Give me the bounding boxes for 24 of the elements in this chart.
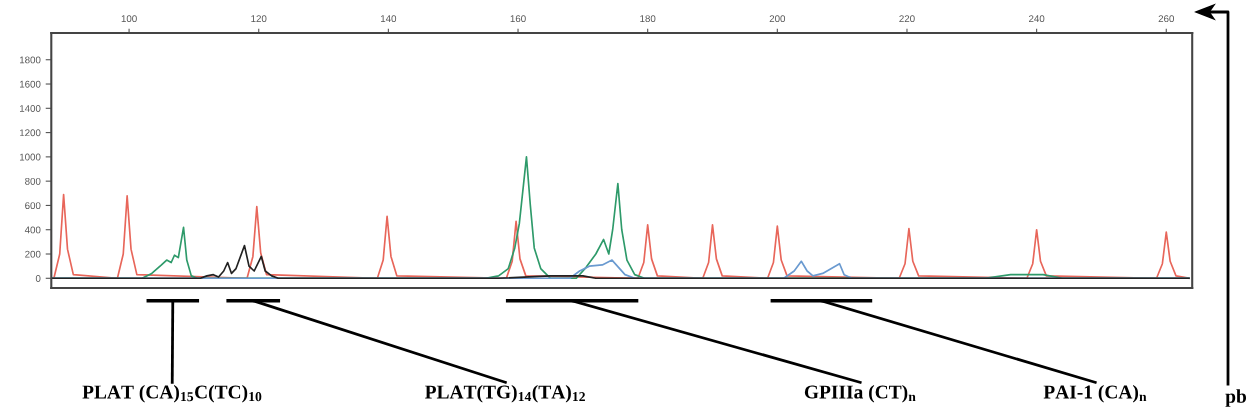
x-tick-label: 200 (769, 15, 786, 23)
y-tick-label: 200 (25, 250, 41, 258)
x-tick-label: 240 (1029, 15, 1045, 23)
text: PLAT (CA)$_{15}$C(TC)$_{10}$ (82, 384, 262, 403)
text: pb (1225, 389, 1247, 407)
x-tick-label: 180 (640, 15, 656, 23)
text: GPIIIa (CT)$_{n}$ (804, 384, 916, 403)
x-tick-label: 140 (381, 15, 397, 23)
y-tick-label: 1800 (19, 56, 41, 64)
x-tick-label: 260 (1158, 15, 1174, 23)
y-tick-label: 0 (35, 275, 41, 282)
x-tick-label: 160 (510, 15, 526, 23)
y-tick-label: 1400 (19, 105, 41, 112)
y-tick-label: 800 (25, 177, 41, 185)
y-tick-label: 1200 (19, 129, 41, 137)
y-tick-label: 400 (24, 226, 41, 234)
text: PAI-1 (CA)$_{n}$ (1043, 384, 1147, 403)
y-tick-label: 1600 (19, 80, 41, 88)
y-tick-label: 1000 (19, 153, 41, 161)
x-tick-label: 100 (121, 15, 137, 23)
y-tick-label: 600 (25, 202, 41, 210)
text: PLAT(TG)$_{14}$(TA)$_{12}$ (425, 384, 585, 403)
x-tick-label: 220 (899, 15, 915, 23)
x-tick-label: 120 (251, 15, 267, 23)
